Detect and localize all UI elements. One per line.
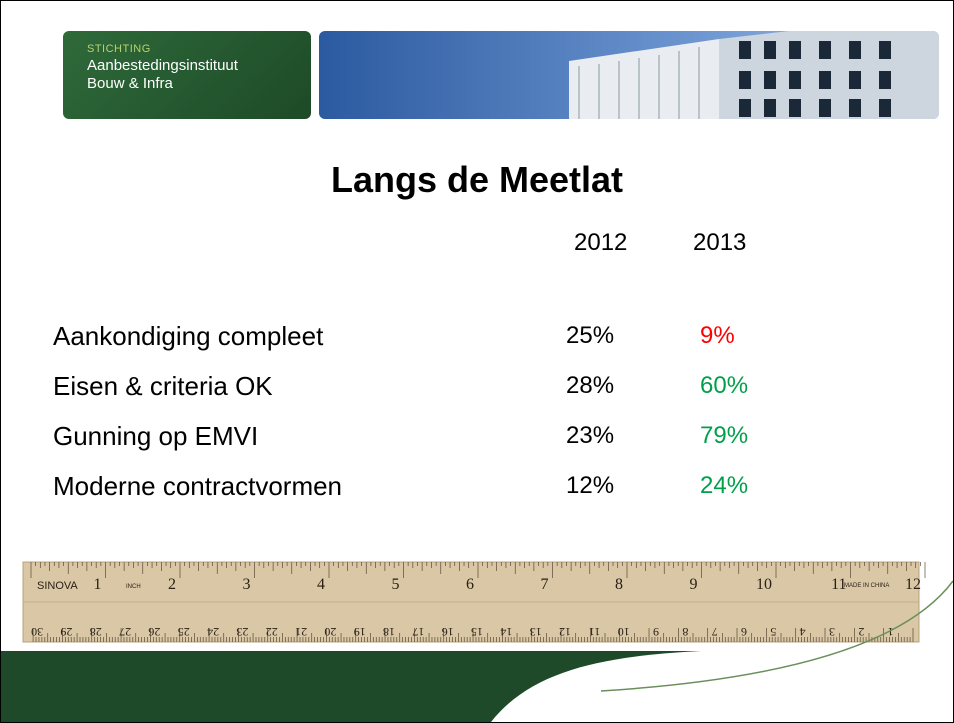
building: [319, 31, 939, 119]
row-label: Aankondiging compleet: [53, 321, 323, 352]
cell-value: 25%: [566, 322, 614, 350]
column-header: 2012: [574, 229, 627, 257]
slide-title: Langs de Meetlat: [1, 159, 953, 201]
column-header: 2013: [693, 229, 746, 257]
cell-value: 12%: [566, 472, 614, 500]
logo-text: Aanbestedingsinstituut: [87, 57, 238, 74]
logo: STICHTING Aanbestedingsinstituut Bouw & …: [63, 31, 311, 119]
banner: [319, 31, 939, 119]
logo-text: Bouw & Infra: [87, 75, 173, 92]
row-label: Moderne contractvormen: [53, 471, 342, 502]
cell-value: 28%: [566, 372, 614, 400]
cell-value: 24%: [700, 472, 748, 500]
cell-value: 9%: [700, 322, 735, 350]
logo-text: STICHTING: [87, 43, 151, 55]
slide: STICHTING Aanbestedingsinstituut Bouw & …: [0, 0, 954, 723]
row-label: Gunning op EMVI: [53, 421, 258, 452]
footer-band: [1, 561, 953, 722]
cell-value: 60%: [700, 372, 748, 400]
cell-value: 23%: [566, 422, 614, 450]
cell-value: 79%: [700, 422, 748, 450]
row-label: Eisen & criteria OK: [53, 371, 273, 402]
